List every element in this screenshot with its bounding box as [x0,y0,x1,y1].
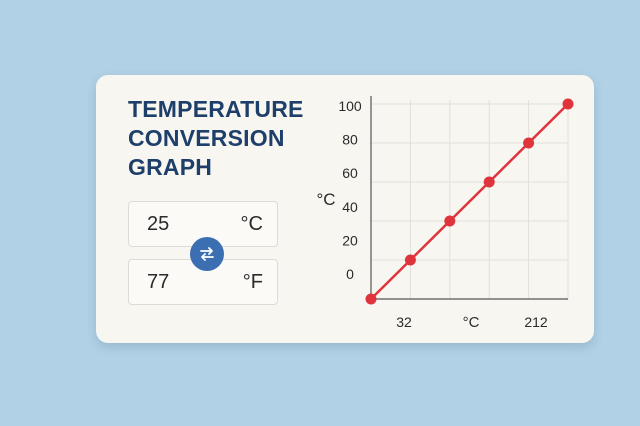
data-point [365,293,377,305]
y-tick-label: 100 [338,98,362,114]
y-tick-label: 60 [342,165,358,181]
celsius-value[interactable]: 25 [147,213,170,235]
fahrenheit-unit: °F [242,271,263,293]
y-tick-label: 80 [342,132,358,148]
data-point [444,215,456,227]
y-tick-label: 40 [342,199,358,215]
y-tick-label: 0 [346,266,354,282]
x-tick-label: 212 [524,314,548,330]
x-axis-label: °C [463,314,480,331]
data-point [523,137,535,149]
page-title: TEMPERATURE CONVERSION GRAPH [128,96,304,180]
x-tick-label: 32 [396,314,412,330]
swap-button[interactable] [190,237,224,271]
series-line [370,103,569,300]
chart-series [365,98,574,305]
chart-ticks: 0 20 40 60 80 100 32 212 [338,98,548,330]
celsius-unit: °C [240,213,263,235]
data-point [483,176,495,188]
swap-arrows-icon [200,247,214,261]
y-axis-label: °C [316,190,335,209]
data-point [562,98,574,110]
fahrenheit-value[interactable]: 77 [147,271,170,293]
data-point [404,254,416,266]
chart-axes [370,96,568,300]
y-tick-label: 20 [342,232,358,248]
converter-card: TEMPERATURE CONVERSION GRAPH 25 °C 77 °F [96,75,594,343]
